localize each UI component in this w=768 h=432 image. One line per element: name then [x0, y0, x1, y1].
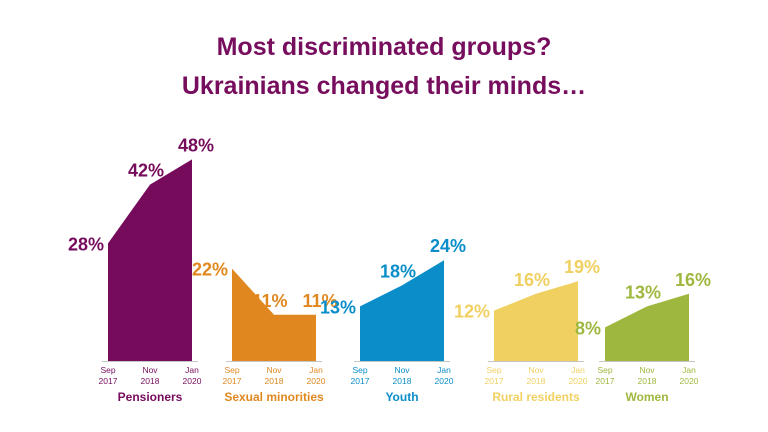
- value-label-sexual-minorities-2: 11%: [302, 291, 337, 311]
- tick-label-women-0-year: 2017: [596, 376, 615, 386]
- tick-label-youth-2-month: Jan: [437, 365, 451, 375]
- tick-label-pensioners-0-month: Sep: [100, 365, 115, 375]
- area-pensioners: [108, 159, 192, 361]
- tick-label-women-0-month: Sep: [597, 365, 612, 375]
- tick-label-rural-residents-1-year: 2018: [527, 376, 546, 386]
- tick-label-women-1-month: Nov: [639, 365, 655, 375]
- chart-panels: 28%42%48%Sep2017Nov2018Jan2020Pensioners…: [68, 135, 711, 404]
- value-label-youth-0: 13%: [320, 297, 356, 317]
- area-youth: [360, 260, 444, 361]
- value-label-sexual-minorities-0: 22%: [192, 260, 228, 280]
- tick-label-pensioners-1-month: Nov: [142, 365, 158, 375]
- tick-label-pensioners-0-year: 2017: [99, 376, 118, 386]
- tick-label-sexual-minorities-2-year: 2020: [307, 376, 326, 386]
- value-label-pensioners-1: 42%: [128, 161, 164, 181]
- chart-title-line-1: Most discriminated groups?: [217, 33, 552, 61]
- tick-label-sexual-minorities-0-year: 2017: [223, 376, 242, 386]
- tick-label-youth-0-year: 2017: [351, 376, 370, 386]
- tick-label-youth-2-year: 2020: [435, 376, 454, 386]
- tick-label-youth-1-year: 2018: [393, 376, 412, 386]
- tick-label-rural-residents-1-month: Nov: [528, 365, 544, 375]
- tick-label-sexual-minorities-0-month: Sep: [224, 365, 239, 375]
- tick-label-youth-0-month: Sep: [352, 365, 367, 375]
- value-label-women-1: 13%: [625, 282, 661, 302]
- value-label-women-2: 16%: [675, 270, 711, 290]
- value-label-rural-residents-2: 19%: [564, 257, 600, 277]
- value-label-youth-1: 18%: [380, 261, 416, 281]
- group-label-youth: Youth: [385, 390, 418, 404]
- tick-label-rural-residents-2-month: Jan: [571, 365, 585, 375]
- tick-label-pensioners-2-year: 2020: [183, 376, 202, 386]
- tick-label-rural-residents-2-year: 2020: [569, 376, 588, 386]
- tick-label-sexual-minorities-2-month: Jan: [309, 365, 323, 375]
- value-label-rural-residents-1: 16%: [514, 270, 550, 290]
- value-label-youth-2: 24%: [430, 236, 466, 256]
- value-label-rural-residents-0: 12%: [454, 302, 490, 322]
- tick-label-rural-residents-0-month: Sep: [486, 365, 501, 375]
- area-women: [605, 293, 689, 361]
- area-rural-residents: [494, 281, 578, 361]
- chart-title-line-2: Ukrainians changed their minds…: [182, 72, 586, 100]
- value-label-women-0: 8%: [575, 318, 601, 338]
- tick-label-youth-1-month: Nov: [394, 365, 410, 375]
- value-label-sexual-minorities-1: 11%: [252, 291, 287, 311]
- area-sexual-minorities: [232, 268, 316, 361]
- group-label-pensioners: Pensioners: [118, 390, 183, 404]
- tick-label-women-2-year: 2020: [680, 376, 699, 386]
- tick-label-pensioners-1-year: 2018: [141, 376, 160, 386]
- value-label-pensioners-0: 28%: [68, 234, 104, 254]
- tick-label-sexual-minorities-1-month: Nov: [266, 365, 282, 375]
- value-label-pensioners-2: 48%: [178, 135, 214, 155]
- tick-label-sexual-minorities-1-year: 2018: [265, 376, 284, 386]
- tick-label-rural-residents-0-year: 2017: [485, 376, 504, 386]
- group-label-women: Women: [625, 390, 668, 404]
- group-label-sexual-minorities: Sexual minorities: [224, 390, 324, 404]
- tick-label-pensioners-2-month: Jan: [185, 365, 199, 375]
- tick-label-women-2-month: Jan: [682, 365, 696, 375]
- group-label-rural-residents: Rural residents: [492, 390, 580, 404]
- tick-label-women-1-year: 2018: [638, 376, 657, 386]
